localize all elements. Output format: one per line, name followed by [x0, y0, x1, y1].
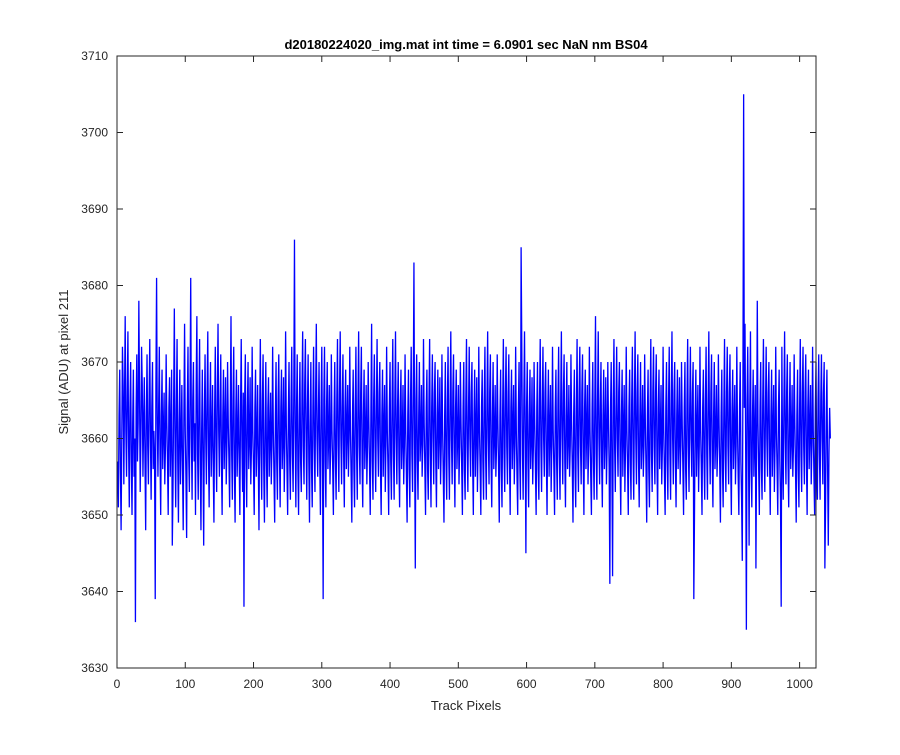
y-tick-label: 3700 — [81, 126, 108, 140]
x-tick-label: 500 — [448, 677, 468, 691]
y-tick-label: 3640 — [81, 585, 108, 599]
x-ticks: 0 100 200 300 400 500 600 700 800 900 1000 — [114, 56, 813, 691]
y-tick-label: 3650 — [81, 508, 108, 522]
chart-title: d20180224020_img.mat int time = 6.0901 s… — [284, 37, 648, 52]
x-tick-label: 300 — [312, 677, 332, 691]
x-axis-label: Track Pixels — [431, 698, 502, 713]
y-tick-label: 3690 — [81, 202, 108, 216]
x-tick-label: 600 — [517, 677, 537, 691]
x-tick-label: 100 — [175, 677, 195, 691]
series-line-0 — [117, 94, 831, 630]
series-layer — [117, 94, 831, 630]
x-tick-label: 200 — [244, 677, 264, 691]
y-ticks: 3630 3640 3650 3660 3670 3680 3690 3700 3710 — [81, 49, 816, 675]
y-tick-label: 3630 — [81, 661, 108, 675]
x-tick-label: 700 — [585, 677, 605, 691]
x-tick-label: 400 — [380, 677, 400, 691]
y-tick-label: 3670 — [81, 355, 108, 369]
y-tick-label: 3710 — [81, 49, 108, 63]
x-tick-label: 900 — [721, 677, 741, 691]
y-tick-label: 3680 — [81, 279, 108, 293]
x-tick-label: 1000 — [786, 677, 813, 691]
x-tick-label: 0 — [114, 677, 121, 691]
y-axis-label: Signal (ADU) at pixel 211 — [56, 290, 71, 435]
y-tick-label: 3660 — [81, 432, 108, 446]
x-tick-label: 800 — [653, 677, 673, 691]
